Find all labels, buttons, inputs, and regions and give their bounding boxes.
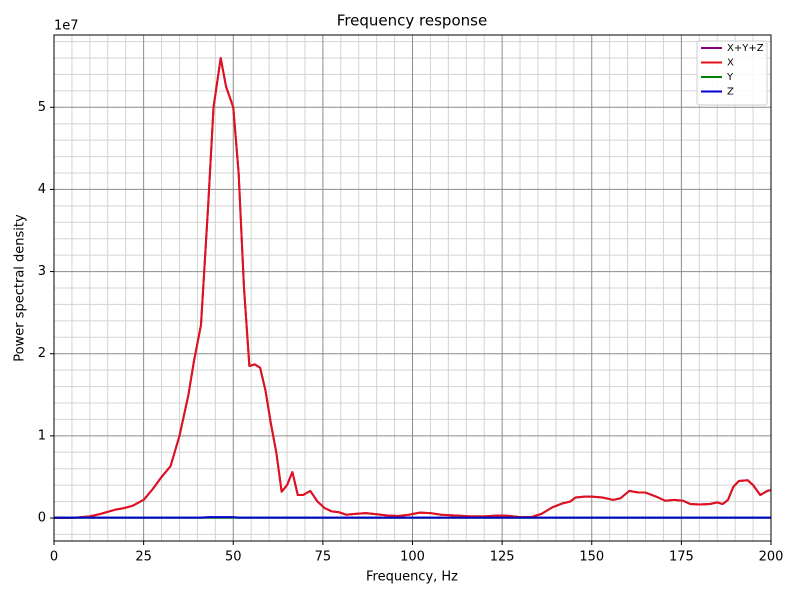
y-tick-label: 4 — [38, 182, 46, 197]
x-tick-label: 125 — [490, 550, 515, 565]
y-axis-label: Power spectral density — [13, 214, 28, 362]
plot-frame — [53, 34, 772, 542]
legend-label: Y — [726, 72, 734, 83]
legend-label: Z — [727, 87, 734, 98]
x-tick-label: 100 — [400, 550, 425, 565]
legend-label: X+Y+Z — [727, 43, 764, 54]
x-tick-label: 0 — [50, 550, 58, 565]
legend-label: X — [727, 58, 734, 69]
x-axis-label: Frequency, Hz — [366, 570, 458, 585]
x-tick-label: 175 — [669, 550, 694, 565]
x-tick-label: 25 — [135, 550, 152, 565]
y-tick-label: 5 — [38, 100, 46, 115]
y-tick-label: 0 — [38, 511, 46, 526]
series-line — [54, 57, 772, 519]
y-offset-label: 1e7 — [54, 19, 79, 34]
x-tick-label: 50 — [225, 550, 242, 565]
x-tick-label: 150 — [579, 550, 604, 565]
y-tick-label: 1 — [38, 428, 46, 443]
chart-title: Frequency response — [337, 12, 487, 30]
x-tick-label: 75 — [315, 550, 332, 565]
legend-box — [696, 40, 768, 106]
y-tick-label: 3 — [38, 264, 46, 279]
y-tick-label: 2 — [38, 346, 46, 361]
x-tick-label: 200 — [759, 550, 784, 565]
